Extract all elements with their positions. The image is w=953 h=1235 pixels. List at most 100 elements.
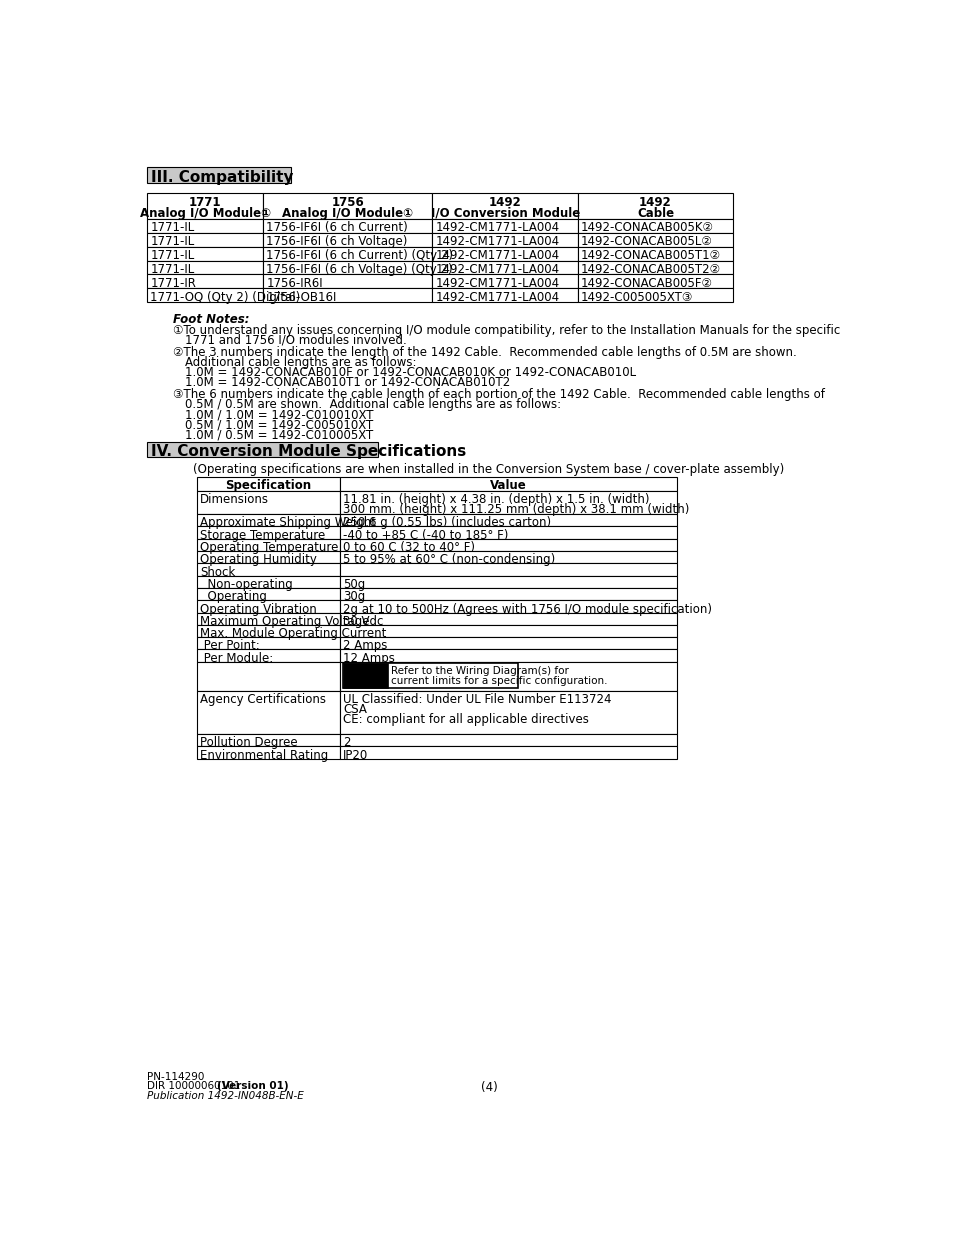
Text: 1492-CM1771-LA004: 1492-CM1771-LA004 (435, 263, 559, 275)
Text: 1771-IL: 1771-IL (150, 235, 194, 248)
Bar (578, 233, 732, 247)
Bar (147, 442, 377, 457)
Bar (196, 734, 340, 746)
Bar (578, 193, 732, 219)
Bar (340, 551, 677, 563)
Bar (147, 274, 263, 288)
Text: Non-operating: Non-operating (199, 578, 293, 590)
Text: -40 to +85 C (-40 to 185° F): -40 to +85 C (-40 to 185° F) (343, 529, 508, 542)
Text: 1771: 1771 (189, 196, 221, 209)
Bar (340, 514, 677, 526)
Text: Operating Humidity: Operating Humidity (199, 553, 316, 566)
Text: IP20: IP20 (343, 748, 368, 762)
Text: IV. Conversion Module Specifications: IV. Conversion Module Specifications (151, 443, 466, 459)
Text: 1492: 1492 (639, 196, 671, 209)
Text: 1492-CM1771-LA004: 1492-CM1771-LA004 (435, 221, 559, 235)
Text: Environmental Rating: Environmental Rating (199, 748, 328, 762)
Text: 30 Vdc: 30 Vdc (343, 615, 383, 627)
Text: III. Compatibility: III. Compatibility (151, 169, 294, 185)
Text: 1492-CM1771-LA004: 1492-CM1771-LA004 (435, 235, 559, 248)
Text: 1492-CONACAB005L②: 1492-CONACAB005L② (580, 235, 712, 248)
Bar (196, 576, 340, 588)
Bar (578, 274, 732, 288)
Text: 1492-CONACAB005K②: 1492-CONACAB005K② (580, 221, 714, 235)
Bar (340, 576, 677, 588)
Text: 1771-IL: 1771-IL (150, 263, 194, 275)
Bar (147, 233, 263, 247)
Text: Publication 1492-IN048B-EN-E: Publication 1492-IN048B-EN-E (147, 1091, 304, 1100)
Text: 1492-CM1771-LA004: 1492-CM1771-LA004 (435, 277, 559, 290)
Text: 2: 2 (343, 736, 351, 750)
Text: 50g: 50g (343, 578, 365, 590)
Bar (196, 514, 340, 526)
Text: 12 Amps: 12 Amps (343, 652, 395, 664)
Text: (Version 01): (Version 01) (216, 1082, 288, 1092)
Bar (343, 663, 388, 688)
Text: 1771-OQ (Qty 2) (Digital): 1771-OQ (Qty 2) (Digital) (150, 290, 300, 304)
Bar (196, 662, 340, 692)
Bar (340, 490, 677, 514)
Text: Value: Value (490, 479, 526, 493)
Bar (340, 613, 677, 625)
Text: Analog I/O Module①: Analog I/O Module① (282, 206, 413, 220)
Text: 1.0M = 1492-CONACAB010F or 1492-CONACAB010K or 1492-CONACAB010L: 1.0M = 1492-CONACAB010F or 1492-CONACAB0… (185, 366, 636, 379)
Bar (432, 233, 578, 247)
Text: 250.6 g (0.55 lbs) (includes carton): 250.6 g (0.55 lbs) (includes carton) (343, 516, 551, 530)
Text: 1771 and 1756 I/O modules involved.: 1771 and 1756 I/O modules involved. (185, 333, 406, 347)
Text: 1492-CM1771-LA004: 1492-CM1771-LA004 (435, 249, 559, 262)
Text: Approximate Shipping Weight: Approximate Shipping Weight (199, 516, 375, 530)
Bar (340, 692, 677, 734)
Text: 1756-IF6I (6 ch Voltage): 1756-IF6I (6 ch Voltage) (266, 235, 408, 248)
Bar (196, 637, 340, 650)
Bar (263, 261, 432, 274)
Bar (196, 625, 340, 637)
Bar (196, 490, 340, 514)
Text: DIR 10000060101: DIR 10000060101 (147, 1082, 244, 1092)
Bar (578, 247, 732, 261)
Bar (263, 274, 432, 288)
Text: 1492-CONACAB005F②: 1492-CONACAB005F② (580, 277, 713, 290)
Text: 0.5M / 0.5M are shown.  Additional cable lengths are as follows:: 0.5M / 0.5M are shown. Additional cable … (185, 399, 560, 411)
Bar (343, 663, 517, 688)
Text: Dimensions: Dimensions (199, 493, 269, 506)
Text: 1756-IF6I (6 ch Voltage) (Qty 2): 1756-IF6I (6 ch Voltage) (Qty 2) (266, 263, 453, 275)
Bar (196, 650, 340, 662)
Text: ③The 6 numbers indicate the cable length of each portion of the 1492 Cable.  Rec: ③The 6 numbers indicate the cable length… (173, 389, 824, 401)
Text: 1492: 1492 (488, 196, 521, 209)
Text: CSA: CSA (343, 704, 367, 716)
Bar (263, 219, 432, 233)
Text: 1771-IR: 1771-IR (150, 277, 196, 290)
Text: 1756-IF6I (6 ch Current) (Qty 2): 1756-IF6I (6 ch Current) (Qty 2) (266, 249, 453, 262)
Bar (147, 219, 263, 233)
Text: (Operating specifications are when installed in the Conversion System base / cov: (Operating specifications are when insta… (193, 463, 783, 477)
Text: 0.5M / 1.0M = 1492-C005010XT: 0.5M / 1.0M = 1492-C005010XT (185, 419, 373, 431)
Bar (340, 625, 677, 637)
Text: CE: compliant for all applicable directives: CE: compliant for all applicable directi… (343, 714, 589, 726)
Text: 30g: 30g (343, 590, 365, 603)
Text: Storage Temperature: Storage Temperature (199, 529, 325, 542)
Bar (196, 563, 340, 576)
Bar (578, 288, 732, 303)
Bar (196, 600, 340, 613)
Text: 1756-IF6I (6 ch Current): 1756-IF6I (6 ch Current) (266, 221, 408, 235)
Bar (196, 746, 340, 758)
Text: Additional cable lengths are as follows:: Additional cable lengths are as follows: (185, 356, 416, 369)
Bar (340, 662, 677, 692)
Text: 1756-IR6I: 1756-IR6I (266, 277, 323, 290)
Bar (340, 477, 677, 490)
Bar (196, 551, 340, 563)
Text: Cable: Cable (637, 206, 674, 220)
Text: Max. Module Operating Current: Max. Module Operating Current (199, 627, 386, 640)
Bar (578, 261, 732, 274)
Text: ①To understand any issues concerning I/O module compatibility, refer to the Inst: ①To understand any issues concerning I/O… (173, 324, 840, 337)
Text: 0 to 60 C (32 to 40° F): 0 to 60 C (32 to 40° F) (343, 541, 475, 555)
Text: UL Classified: Under UL File Number E113724: UL Classified: Under UL File Number E113… (343, 693, 611, 706)
Text: 1.0M / 0.5M = 1492-C010005XT: 1.0M / 0.5M = 1492-C010005XT (185, 429, 373, 441)
Bar (147, 261, 263, 274)
Bar (432, 288, 578, 303)
Text: Operating Vibration: Operating Vibration (199, 603, 316, 615)
Text: 1492-CONACAB005T2②: 1492-CONACAB005T2② (580, 263, 720, 275)
Text: 1.0M / 1.0M = 1492-C010010XT: 1.0M / 1.0M = 1492-C010010XT (185, 409, 374, 421)
Text: Operating Temperature: Operating Temperature (199, 541, 338, 555)
Bar (263, 193, 432, 219)
